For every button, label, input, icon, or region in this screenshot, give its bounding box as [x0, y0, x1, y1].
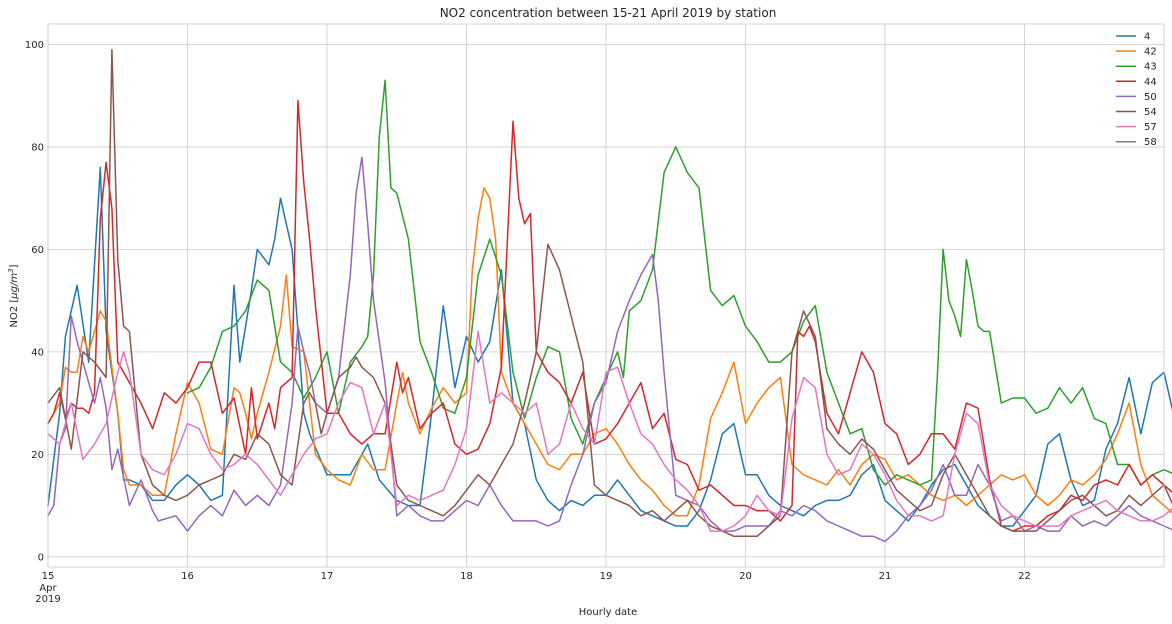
legend: 4 42 43 44 50 54 57 58 [1116, 32, 1157, 148]
x-tick-label: 19 [600, 571, 613, 582]
legend-label: 50 [1144, 92, 1157, 103]
series-line-57 [47, 330, 1172, 532]
y-axis-label: NO2 [µg/m3] [7, 264, 20, 327]
x-tick-label: 15 [42, 571, 55, 582]
plot-area-frame [47, 23, 1165, 568]
y-tick-label: 80 [31, 142, 44, 153]
x-tick-label: 16 [181, 571, 194, 582]
legend-label: 54 [1144, 107, 1157, 118]
legend-label: 44 [1144, 77, 1157, 88]
x-tick-label: 17 [321, 571, 334, 582]
x-tick-sublabel: Apr [39, 583, 57, 594]
y-tick-label: 20 [31, 450, 44, 461]
x-tick-label: 22 [1018, 571, 1031, 582]
x-axis-label: Hourly date [579, 607, 638, 618]
series-line-42 [47, 187, 1172, 517]
grid [47, 24, 1164, 567]
series-line-4 [47, 166, 1172, 527]
legend-label: 42 [1144, 47, 1157, 58]
series-line-54 [47, 48, 1172, 538]
y-tick-label: 40 [31, 347, 44, 358]
y-tick-label: 100 [25, 40, 44, 51]
y-tick-label: 60 [31, 245, 44, 256]
legend-label: 58 [1144, 137, 1157, 148]
y-axis-ticks: 0 20 40 60 80 100 [25, 40, 44, 563]
series-lines [47, 48, 1172, 543]
y-tick-label: 0 [38, 552, 44, 563]
x-tick-label: 18 [460, 571, 473, 582]
legend-label: 57 [1144, 122, 1157, 133]
chart-title: NO2 concentration between 15-21 April 20… [440, 6, 777, 20]
x-tick-label: 20 [739, 571, 752, 582]
legend-label: 4 [1144, 32, 1150, 43]
series-line-44 [47, 100, 1172, 532]
legend-label: 43 [1144, 62, 1157, 73]
x-tick-sublabel: 2019 [35, 594, 60, 605]
x-tick-label: 21 [879, 571, 892, 582]
